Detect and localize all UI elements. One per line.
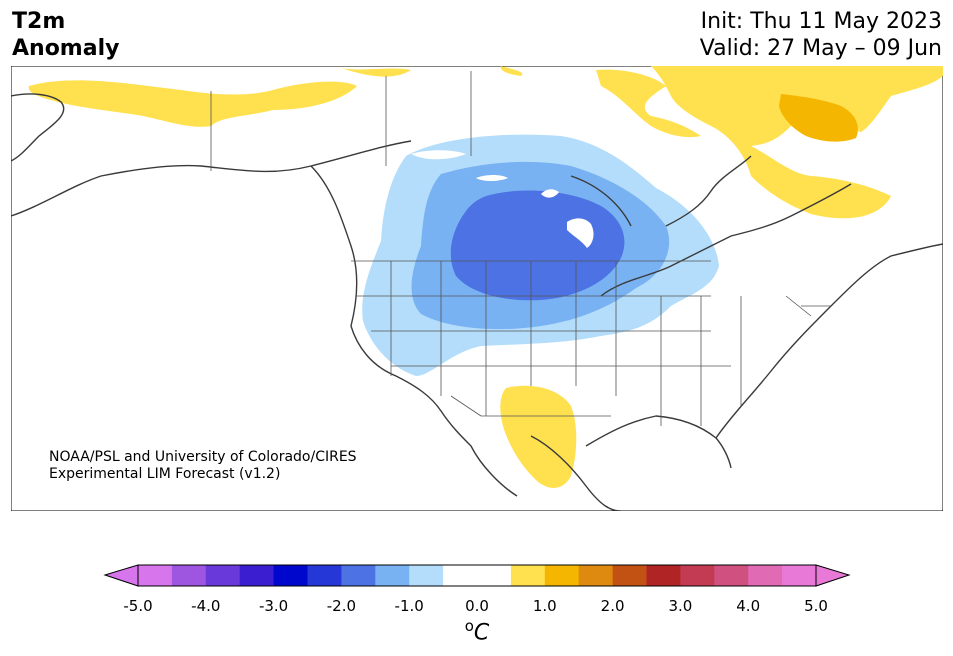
colorbar-cell — [680, 565, 715, 586]
colorbar-tick-label: -3.0 — [258, 597, 289, 615]
anomaly-map — [11, 66, 943, 511]
warm-anomaly-arctic-islands — [341, 66, 701, 138]
colorbar-cell — [612, 565, 647, 586]
warm-anomaly-greenland-core — [779, 94, 858, 142]
init-date: Init: Thu 11 May 2023 — [700, 9, 942, 34]
colorbar-unit: oC — [465, 617, 490, 645]
colorbar-tick-label: -5.0 — [123, 597, 153, 615]
colorbar-cell — [646, 565, 681, 586]
unit-letter: C — [473, 620, 490, 646]
warm-anomaly-southwest — [500, 385, 577, 488]
warm-anomaly-northeast — [651, 66, 943, 219]
colorbar-cell — [409, 565, 444, 586]
colorbar-tick-label: 2.0 — [600, 597, 625, 615]
valid-date: Valid: 27 May – 09 Jun — [699, 36, 942, 61]
title-line-2: Anomaly — [12, 36, 120, 61]
colorbar-over-arrow — [815, 564, 851, 587]
credit-text: NOAA/PSL and University of Colorado/CIRE… — [49, 449, 357, 483]
credit-line-1: NOAA/PSL and University of Colorado/CIRE… — [49, 449, 357, 465]
colorbar-cell — [748, 565, 783, 586]
colorbar-cell — [544, 565, 580, 586]
unit-superscript: o — [464, 617, 474, 635]
colorbar-under-arrow — [103, 564, 139, 587]
colorbar-cell — [578, 565, 614, 586]
map-title: T2m Anomaly — [12, 8, 119, 62]
colorbar-tick-label: 3.0 — [668, 597, 693, 615]
colorbar-cell — [205, 565, 241, 586]
warm-anomaly-northwest — [28, 80, 358, 127]
political-boundaries — [11, 93, 943, 511]
colorbar-cell — [375, 565, 410, 586]
colorbar-frame — [137, 564, 817, 587]
colorbar-cell — [341, 565, 376, 586]
colorbar-tick-label: 1.0 — [532, 597, 557, 615]
colorbar-cell — [273, 565, 308, 586]
state-lines — [210, 71, 831, 426]
colorbar-cell — [171, 565, 207, 586]
colorbar-tick-label: -4.0 — [191, 597, 221, 615]
colorbar-cell — [477, 565, 512, 586]
colorbar-cell — [782, 565, 817, 586]
colorbar-cell — [714, 565, 749, 586]
colorbar — [103, 564, 851, 587]
colorbar-tick-label: 0.0 — [465, 597, 489, 615]
colorbar-tick-label: 5.0 — [804, 597, 828, 615]
title-line-1: T2m — [12, 9, 66, 34]
colorbar-cell — [138, 565, 173, 586]
cold-anomaly-3c — [450, 190, 625, 301]
colorbar-tick-label: -1.0 — [394, 597, 424, 615]
date-header: Init: Thu 11 May 2023 Valid: 27 May – 09… — [700, 8, 942, 62]
colorbar-tick-label: 4.0 — [736, 597, 761, 615]
colorbar-tick-label: -2.0 — [326, 597, 357, 615]
colorbar-cell — [510, 565, 546, 586]
credit-line-2: Experimental LIM Forecast (v1.2) — [49, 466, 281, 482]
colorbar-cell — [239, 565, 275, 586]
colorbar-cell — [307, 565, 342, 586]
colorbar-cell — [443, 565, 478, 586]
